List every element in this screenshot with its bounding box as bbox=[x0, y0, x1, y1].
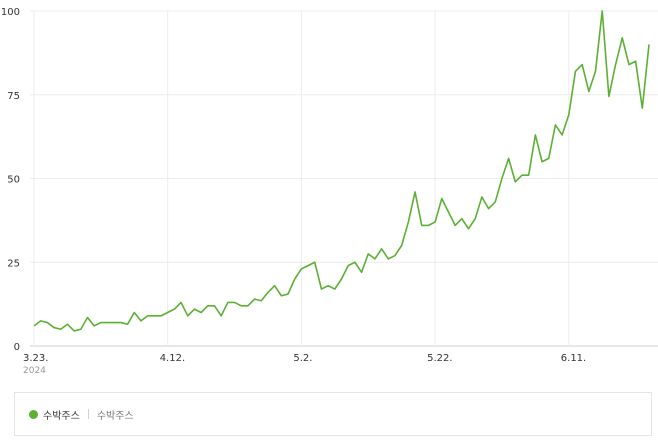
x-axis-ticks: 3.23. 4.12. 5.2. 5.22. 6.11. 2024 bbox=[23, 353, 586, 376]
x-tick-label: 4.12. bbox=[160, 353, 185, 364]
legend-divider bbox=[87, 409, 89, 419]
x-tick-label: 5.2. bbox=[293, 353, 312, 364]
y-tick-label: 50 bbox=[7, 175, 20, 186]
series-line-watermelon-juice[interactable] bbox=[33, 10, 650, 332]
legend-series-label[interactable]: 수박주스 bbox=[43, 410, 80, 422]
y-tick-label: 100 bbox=[1, 7, 20, 18]
y-axis-ticks: 0 25 50 75 100 bbox=[1, 7, 20, 353]
x-tick-label: 3.23. bbox=[23, 353, 48, 364]
legend-sub-label: 수박주스 bbox=[96, 410, 134, 422]
series-lines bbox=[33, 10, 650, 332]
x-tick-label: 5.22. bbox=[427, 353, 452, 364]
y-tick-label: 0 bbox=[14, 342, 20, 353]
legend-series-marker[interactable] bbox=[29, 409, 38, 419]
y-tick-label: 25 bbox=[7, 258, 20, 269]
y-tick-label: 75 bbox=[7, 91, 20, 102]
x-tick-label: 6.11. bbox=[561, 353, 586, 364]
legend: 수박주스 수박주스 bbox=[14, 392, 652, 436]
grid-lines bbox=[30, 10, 658, 347]
x-year-label: 2024 bbox=[23, 366, 46, 376]
